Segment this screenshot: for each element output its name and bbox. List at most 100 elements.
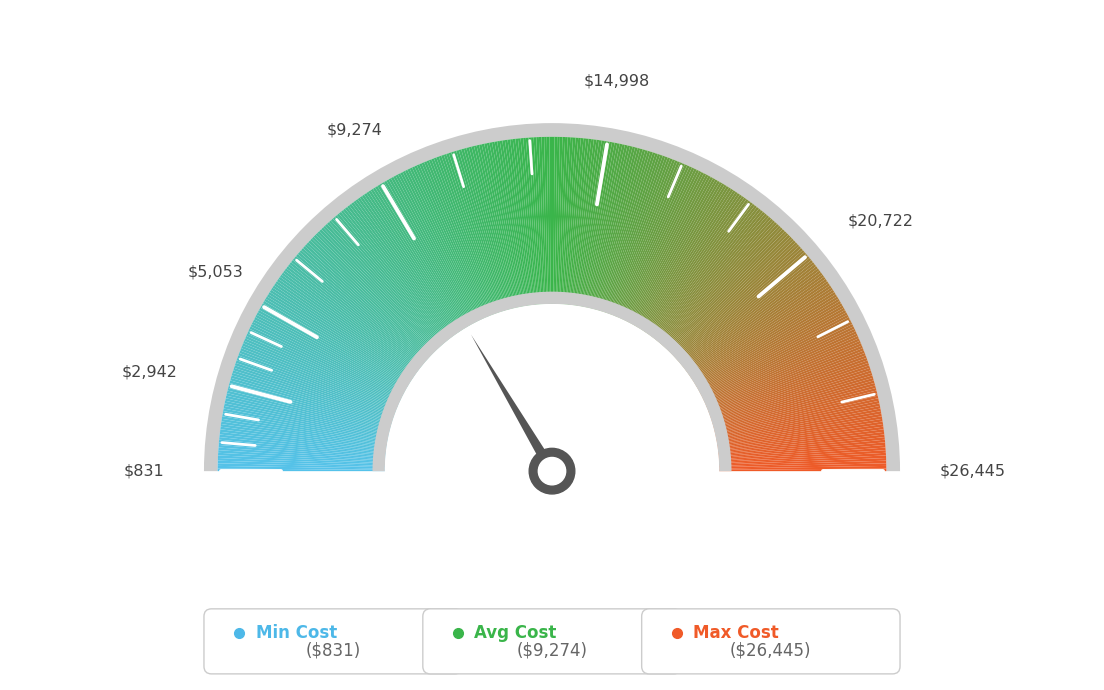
Wedge shape [637, 184, 724, 328]
Wedge shape [485, 144, 519, 308]
Wedge shape [307, 242, 431, 357]
Wedge shape [253, 319, 403, 397]
Wedge shape [316, 233, 435, 353]
Wedge shape [298, 252, 426, 362]
Wedge shape [664, 222, 777, 348]
Wedge shape [688, 275, 824, 374]
Wedge shape [358, 197, 456, 335]
Wedge shape [719, 453, 887, 463]
Wedge shape [204, 123, 900, 471]
Wedge shape [229, 383, 391, 428]
Wedge shape [712, 375, 873, 424]
Wedge shape [308, 240, 431, 357]
Wedge shape [719, 461, 887, 467]
Wedge shape [719, 440, 885, 457]
Wedge shape [223, 408, 388, 441]
Wedge shape [288, 264, 421, 368]
Wedge shape [703, 328, 856, 401]
Wedge shape [681, 258, 811, 366]
Wedge shape [718, 432, 884, 453]
Wedge shape [337, 213, 445, 343]
Wedge shape [220, 429, 386, 451]
Wedge shape [715, 404, 880, 439]
Wedge shape [420, 164, 487, 317]
Wedge shape [602, 152, 652, 312]
Wedge shape [712, 378, 873, 426]
Wedge shape [362, 195, 458, 334]
Wedge shape [417, 164, 486, 318]
Wedge shape [378, 185, 466, 328]
Wedge shape [220, 435, 385, 454]
Wedge shape [668, 231, 786, 352]
Wedge shape [577, 141, 604, 306]
Wedge shape [477, 145, 516, 308]
Wedge shape [641, 189, 733, 331]
Wedge shape [638, 185, 726, 328]
Wedge shape [502, 140, 529, 306]
Wedge shape [401, 172, 477, 322]
Wedge shape [709, 355, 867, 415]
Wedge shape [673, 242, 797, 357]
Wedge shape [461, 148, 508, 310]
Wedge shape [256, 313, 405, 393]
Wedge shape [713, 386, 875, 430]
Wedge shape [713, 380, 874, 427]
Wedge shape [554, 137, 560, 304]
Wedge shape [364, 193, 459, 333]
Wedge shape [671, 237, 792, 355]
Wedge shape [668, 229, 785, 351]
Wedge shape [223, 411, 388, 442]
Wedge shape [235, 360, 394, 417]
Wedge shape [553, 137, 558, 304]
Wedge shape [539, 137, 546, 304]
Wedge shape [558, 137, 565, 304]
Text: $9,274: $9,274 [327, 123, 382, 138]
Wedge shape [702, 324, 853, 399]
Wedge shape [219, 445, 385, 460]
Wedge shape [244, 338, 399, 406]
Wedge shape [696, 299, 840, 386]
Wedge shape [274, 283, 414, 378]
Wedge shape [360, 196, 457, 335]
Wedge shape [221, 426, 386, 450]
Wedge shape [516, 139, 535, 305]
Wedge shape [650, 201, 751, 337]
Wedge shape [593, 147, 635, 309]
Wedge shape [701, 322, 852, 397]
Wedge shape [479, 144, 517, 308]
Wedge shape [269, 290, 412, 382]
Wedge shape [719, 435, 884, 454]
Wedge shape [588, 145, 627, 308]
Wedge shape [529, 137, 541, 304]
Wedge shape [630, 176, 711, 324]
Wedge shape [285, 268, 420, 371]
Wedge shape [718, 429, 884, 451]
Wedge shape [235, 363, 394, 418]
Wedge shape [395, 175, 475, 324]
Wedge shape [715, 398, 879, 436]
Wedge shape [262, 303, 407, 388]
Wedge shape [681, 260, 813, 366]
Text: $14,998: $14,998 [583, 74, 649, 89]
Wedge shape [631, 177, 713, 324]
Wedge shape [691, 286, 831, 380]
Wedge shape [708, 351, 864, 412]
Wedge shape [233, 371, 393, 422]
Wedge shape [682, 262, 815, 368]
Wedge shape [312, 237, 433, 355]
Wedge shape [690, 283, 830, 378]
Wedge shape [263, 301, 408, 387]
Wedge shape [573, 139, 596, 306]
Wedge shape [615, 161, 680, 317]
Wedge shape [719, 469, 887, 471]
Wedge shape [412, 166, 484, 319]
Wedge shape [489, 142, 522, 307]
Wedge shape [689, 279, 827, 376]
Wedge shape [658, 212, 765, 342]
Wedge shape [296, 254, 425, 364]
Wedge shape [707, 343, 862, 408]
Wedge shape [705, 338, 860, 406]
Wedge shape [569, 139, 588, 305]
Wedge shape [341, 210, 447, 342]
Circle shape [539, 457, 565, 485]
